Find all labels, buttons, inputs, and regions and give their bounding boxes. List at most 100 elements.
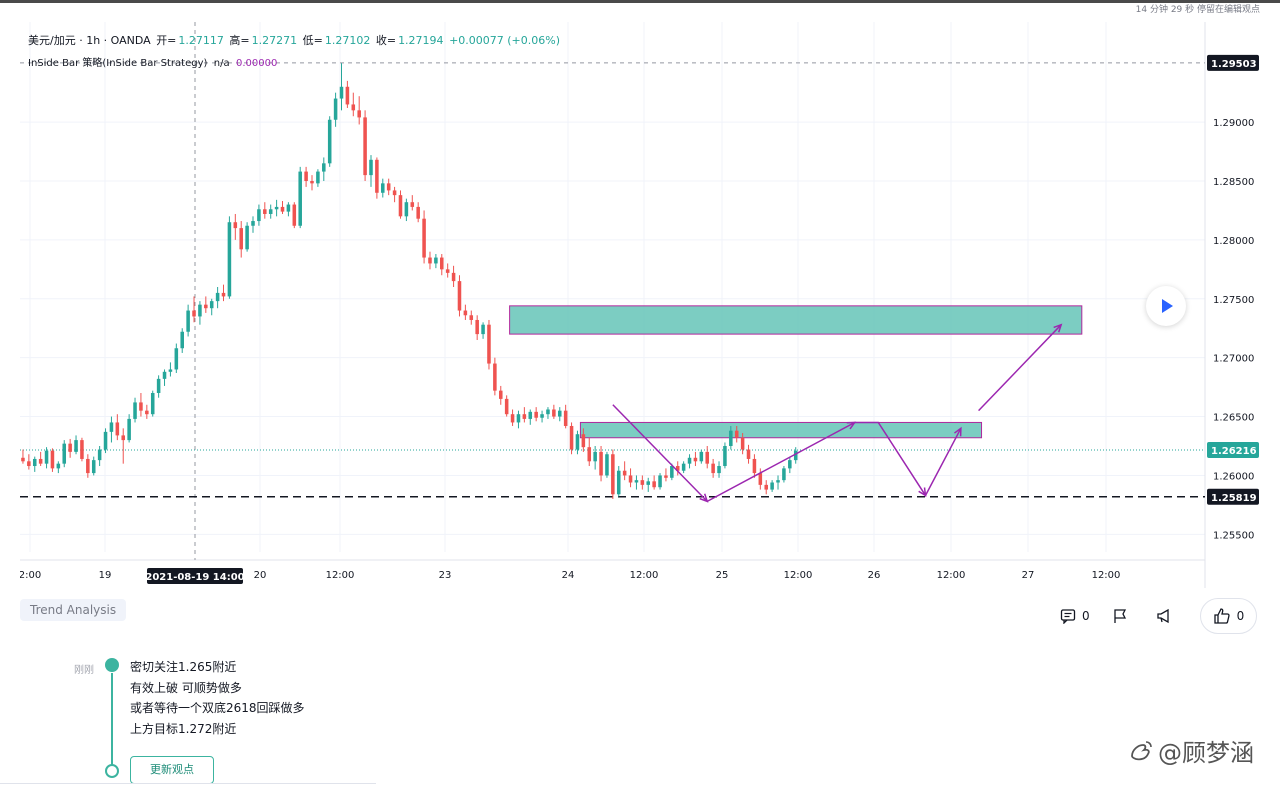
candle-body — [50, 450, 55, 469]
strategy-value: 0.00000 — [235, 58, 278, 69]
arrow-head — [1053, 323, 1063, 333]
candle-body — [27, 461, 31, 467]
low-value: 1.27102 — [324, 34, 371, 47]
analysis-line: 密切关注1.265附近 — [130, 660, 237, 674]
candle-body — [74, 440, 78, 452]
play-icon — [1162, 299, 1173, 313]
candle-body — [127, 418, 131, 441]
flag-icon — [1113, 609, 1126, 623]
candle-body — [257, 209, 261, 222]
candle-body — [156, 378, 161, 393]
candle-body — [622, 470, 627, 476]
candle-body — [457, 281, 462, 311]
comments-action[interactable]: 0 — [1060, 608, 1090, 624]
candle-body — [740, 437, 745, 450]
candle-body — [664, 475, 668, 478]
candle-body — [239, 228, 243, 250]
candle-body — [404, 202, 409, 217]
close-value: 1.27194 — [398, 34, 444, 47]
candle-body — [546, 409, 550, 415]
chart-area[interactable]: 1.29000 1.28500 1.28000 1.27500 1.27000 1.265… — [20, 22, 1262, 588]
price-chart[interactable]: 1.29000 1.28500 1.28000 1.27500 1.27000 1.265… — [20, 22, 1262, 588]
candle-body — [611, 454, 615, 495]
candle-body — [357, 110, 361, 118]
price-tick-label: 1.26000 — [1213, 471, 1254, 482]
candle-body — [534, 411, 538, 418]
candle-body — [221, 292, 226, 297]
candle-body — [44, 450, 49, 464]
double-bottom-path — [612, 404, 962, 503]
candle-body — [587, 447, 592, 462]
arrow-head — [954, 426, 962, 437]
candle-body — [168, 369, 173, 372]
timeline-dot — [105, 658, 119, 672]
status-note: 14 分钟 29 秒 停留在编辑观点 — [1135, 5, 1260, 15]
like-button[interactable]: 0 — [1199, 598, 1258, 634]
candle-body — [139, 402, 143, 411]
candle-body — [233, 222, 238, 229]
candle-body — [752, 458, 757, 474]
open-value: 1.27117 — [178, 34, 224, 47]
weibo-logo-icon — [1131, 740, 1152, 760]
candle-body — [616, 470, 621, 495]
time-tick-label: 26 — [868, 570, 881, 581]
candle-body — [552, 409, 556, 417]
candle-body — [327, 119, 332, 164]
candle-body — [563, 410, 568, 426]
candle-body — [150, 393, 155, 415]
candle-body — [493, 363, 497, 391]
comments-count: 0 — [1082, 609, 1090, 623]
candle-body — [91, 460, 96, 474]
candle-body — [186, 310, 190, 332]
candle-body — [734, 430, 739, 438]
crosshair-time-label: 2021-08-19 14:00 — [145, 572, 244, 583]
high-label: 高= — [229, 34, 250, 47]
candle-body — [451, 272, 456, 282]
candle-body — [192, 310, 196, 317]
price-tick-label: 1.27000 — [1213, 354, 1254, 365]
bottom-divider — [0, 783, 376, 784]
candle-body — [68, 443, 72, 452]
change-value: +0.00077 (+0.06%) — [449, 34, 561, 47]
time-tick-label: 12:00 — [326, 570, 355, 581]
support-marker-bg — [1207, 488, 1259, 505]
candle-body — [416, 206, 420, 219]
candle-body — [723, 446, 727, 467]
candle-body — [109, 422, 114, 432]
high-value: 1.27271 — [251, 34, 298, 47]
close-label: 收= — [375, 34, 397, 47]
candle-body — [363, 117, 367, 176]
candle-body — [540, 414, 544, 418]
time-tick-label: 2:00 — [20, 570, 41, 581]
arrow-head — [846, 421, 857, 430]
candle-body — [121, 435, 126, 441]
candle-body — [209, 301, 214, 309]
current-price-marker: 1.26216 — [1211, 446, 1257, 457]
candle-body — [675, 466, 680, 471]
high-marker-bg — [1207, 54, 1259, 71]
trend-analysis-tag[interactable]: Trend Analysis — [20, 599, 127, 621]
resistance-zone-1 — [509, 305, 1083, 335]
candle-body — [345, 86, 350, 105]
candle-body — [103, 431, 108, 450]
flag-action[interactable] — [1112, 608, 1134, 624]
update-view-button[interactable]: 更新观点 — [130, 756, 214, 784]
candle-body — [581, 434, 586, 448]
candle-body — [268, 209, 273, 214]
candle-body — [274, 206, 279, 210]
candle-body — [717, 466, 721, 474]
time-tick-label: 12:00 — [1092, 570, 1121, 581]
candle-body — [699, 451, 704, 462]
strategy-name[interactable]: InSide Bar 策略(InSide Bar Strategy) — [28, 58, 208, 69]
candle-body — [316, 171, 320, 184]
play-button[interactable] — [1146, 286, 1186, 326]
candle-body — [711, 463, 715, 474]
candle-body — [174, 348, 179, 370]
current-price-marker-bg — [1207, 442, 1259, 459]
candle-body — [392, 190, 397, 196]
candle-body — [770, 482, 774, 490]
share-action[interactable] — [1156, 608, 1178, 624]
symbol-title[interactable]: 美元/加元 · 1h · OANDA — [28, 34, 151, 47]
candle-body — [410, 202, 415, 207]
candle-body — [487, 324, 491, 364]
